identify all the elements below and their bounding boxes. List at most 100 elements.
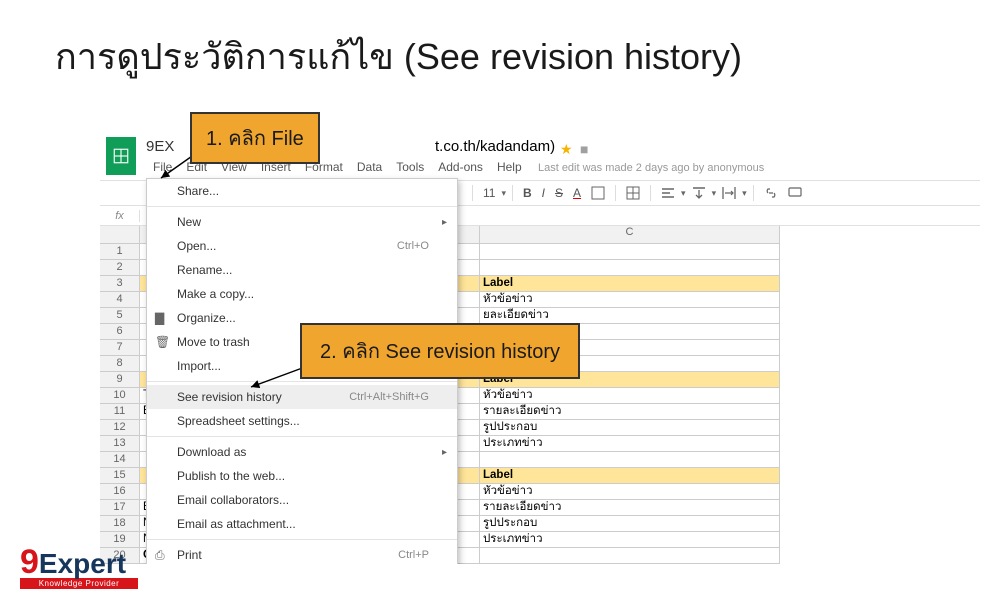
last-edit-text[interactable]: Last edit was made 2 days ago by anonymo… [538,162,764,174]
menu-make-copy[interactable]: Make a copy... [147,282,457,306]
folder-icon: ▇ [155,311,164,325]
label: Rename... [177,263,232,277]
row-header[interactable]: 14 [100,452,140,468]
shortcut: Ctrl+O [397,240,429,252]
row-header[interactable]: 9 [100,372,140,388]
chevron-down-icon[interactable]: ▾ [742,188,747,199]
menu-tools[interactable]: Tools [389,158,431,176]
separator [147,539,457,540]
label: New [177,215,201,229]
fx-label: fx [100,210,140,222]
menu-download[interactable]: Download as [147,440,457,464]
row-header[interactable]: 5 [100,308,140,324]
font-size-field[interactable]: 11 [479,184,499,202]
label: Email as attachment... [177,517,296,531]
menu-data[interactable]: Data [350,158,389,176]
row-header[interactable]: 18 [100,516,140,532]
fill-color-button[interactable] [587,184,609,202]
menu-help[interactable]: Help [490,158,529,176]
menu-addons[interactable]: Add-ons [431,158,490,176]
col-header-c[interactable]: C [480,226,780,244]
slide-title: การดูประวัติการแก้ไข (See revision histo… [55,28,742,85]
separator [615,185,616,201]
cell[interactable]: ประเภทข่าว [480,436,780,452]
row-header[interactable]: 2 [100,260,140,276]
link-button[interactable] [760,184,782,202]
row-header[interactable]: 7 [100,340,140,356]
cell[interactable]: รายละเอียดข่าว [480,404,780,420]
menu-spreadsheet-settings[interactable]: Spreadsheet settings... [147,409,457,433]
row-header[interactable]: 11 [100,404,140,420]
menu-open[interactable]: Open... Ctrl+O [147,234,457,258]
grid-icon [112,147,130,165]
shortcut: Ctrl+Alt+Shift+G [349,391,429,403]
chevron-down-icon[interactable]: ▾ [712,188,717,199]
logo-expert: Expert [39,548,126,579]
label: Email collaborators... [177,493,289,507]
cell[interactable] [480,548,780,564]
cell[interactable] [480,260,780,276]
comment-button[interactable] [784,184,806,202]
row-header[interactable]: 8 [100,356,140,372]
callout-1: 1. คลิก File [190,112,320,164]
label: Print [177,548,202,562]
borders-button[interactable] [622,184,644,202]
chevron-down-icon[interactable]: ▾ [501,188,506,199]
cell[interactable]: ประเภทข่าว [480,532,780,548]
sheets-app-icon[interactable] [106,137,136,175]
select-all-corner[interactable] [100,226,140,244]
row-header[interactable]: 16 [100,484,140,500]
brand-logo: 9Expert Knowledge Provider [20,543,138,589]
title-frag2: t.co.th/kadandam) [435,138,555,155]
separator [472,185,473,201]
label: Make a copy... [177,287,254,301]
cell[interactable]: รูปประกอบ [480,420,780,436]
row-header[interactable]: 3 [100,276,140,292]
row-header[interactable]: 10 [100,388,140,404]
cell[interactable]: หัวข้อข่าว [480,292,780,308]
menu-email-attach[interactable]: Email as attachment... [147,512,457,536]
align-button[interactable] [657,184,679,202]
separator [147,436,457,437]
italic-button[interactable]: I [538,184,549,202]
label: Move to trash [177,335,250,349]
separator [753,185,754,201]
label: Publish to the web... [177,469,285,483]
strike-button[interactable]: S [551,184,567,202]
row-header[interactable]: 1 [100,244,140,260]
logo-nine: 9 [20,543,39,581]
chevron-down-icon[interactable]: ▾ [681,188,686,199]
separator [147,206,457,207]
folder-icon[interactable]: ■ [580,141,588,157]
menu-rename[interactable]: Rename... [147,258,457,282]
row-header[interactable]: 17 [100,500,140,516]
trash-icon: 🗑 [155,335,170,349]
cell[interactable]: Label [480,276,780,292]
label: Organize... [177,311,236,325]
menu-email-collab[interactable]: Email collaborators... [147,488,457,512]
wrap-button[interactable] [718,184,740,202]
row-header[interactable]: 6 [100,324,140,340]
cell[interactable]: รายละเอียดข่าว [480,500,780,516]
menu-print[interactable]: ⎙PrintCtrl+P [147,543,457,564]
text-color-button[interactable]: A [569,184,585,202]
menu-new[interactable]: New [147,210,457,234]
valign-button[interactable] [688,184,710,202]
label: Open... [177,239,216,253]
cell[interactable] [480,244,780,260]
cell[interactable]: Label [480,468,780,484]
menu-publish[interactable]: Publish to the web... [147,464,457,488]
cell[interactable]: รูปประกอบ [480,516,780,532]
row-header[interactable]: 4 [100,292,140,308]
print-icon: ⎙ [155,548,165,563]
row-header[interactable]: 12 [100,420,140,436]
row-header[interactable]: 15 [100,468,140,484]
cell[interactable]: หัวข้อข่าว [480,484,780,500]
cell[interactable]: หัวข้อข่าว [480,388,780,404]
callout-2: 2. คลิก See revision history [300,323,580,379]
cell[interactable] [480,452,780,468]
bold-button[interactable]: B [519,184,536,202]
row-header[interactable]: 13 [100,436,140,452]
star-icon[interactable]: ★ [560,141,573,158]
cell[interactable]: ยละเอียดข่าว [480,308,780,324]
